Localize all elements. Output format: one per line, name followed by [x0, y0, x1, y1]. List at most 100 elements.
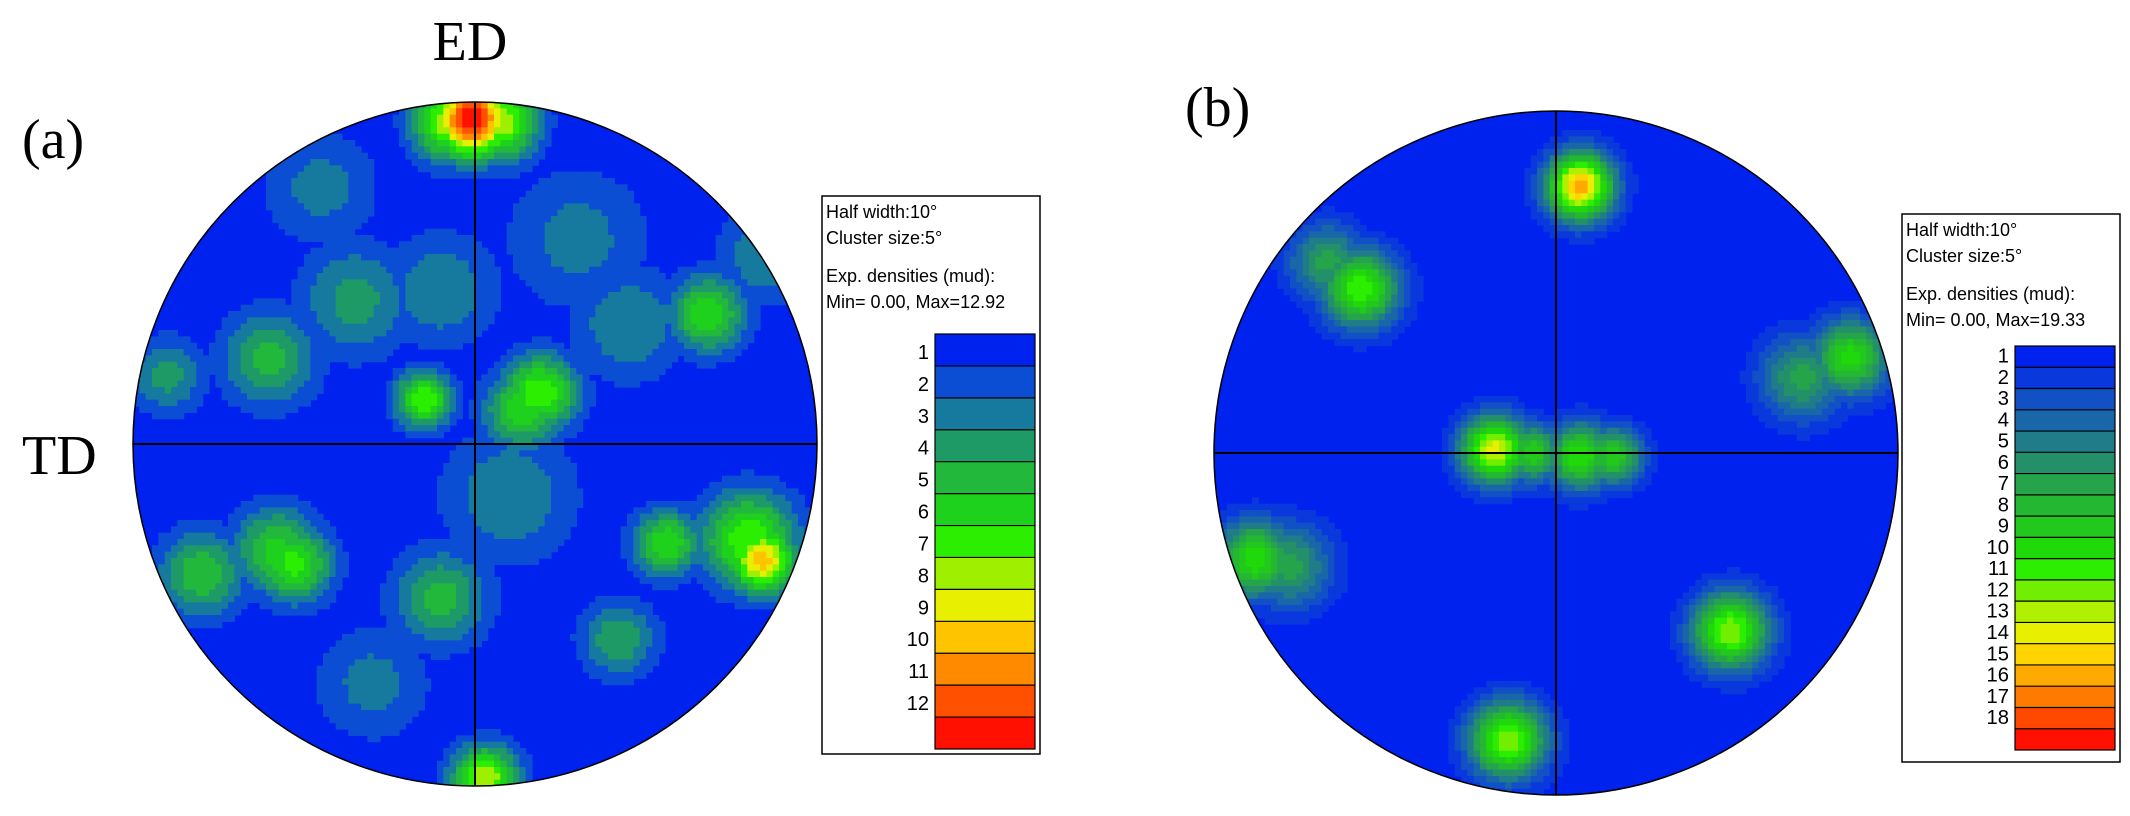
- density-cell-a: [342, 691, 349, 698]
- density-cell-a: [418, 615, 425, 622]
- density-cell-a: [544, 222, 552, 230]
- density-cell-a: [468, 767, 476, 774]
- density-cell-a: [424, 279, 432, 287]
- density-cell-a: [538, 406, 546, 413]
- density-cell-a: [310, 279, 318, 287]
- density-cell-a: [601, 621, 609, 629]
- density-cell-a: [494, 532, 501, 540]
- density-cell-a: [266, 342, 273, 350]
- density-cell-a: [791, 532, 799, 540]
- density-cell-a: [443, 475, 451, 483]
- density-cell-a: [367, 735, 375, 743]
- density-cell-a: [310, 589, 318, 597]
- density-cell-a: [734, 298, 742, 306]
- density-cell-a: [240, 323, 248, 331]
- density-cell-a: [487, 425, 495, 432]
- density-cell-a: [551, 380, 558, 388]
- density-cell-a: [646, 659, 653, 667]
- density-cell-a: [228, 342, 235, 350]
- density-cell-a: [519, 159, 527, 166]
- density-cell-a: [684, 304, 691, 312]
- density-cell-a: [329, 355, 337, 363]
- density-cell-a: [519, 393, 527, 401]
- density-cell-a: [734, 304, 742, 312]
- density-cell-a: [582, 222, 590, 230]
- density-cell-a: [728, 266, 736, 274]
- density-cell-a: [658, 336, 666, 344]
- density-cell-a: [760, 298, 767, 306]
- density-cell-a: [392, 577, 400, 584]
- density-cell-a: [392, 304, 400, 312]
- density-cell-a: [652, 361, 660, 369]
- density-cell-a: [538, 368, 546, 375]
- density-cell-a: [487, 273, 495, 280]
- density-cell-a: [342, 665, 349, 673]
- density-cell-a: [709, 526, 717, 534]
- density-cell-a: [196, 602, 204, 610]
- density-cell-a: [386, 659, 394, 667]
- density-cell-a: [152, 551, 159, 559]
- density-cell-a: [323, 222, 330, 230]
- density-cell-a: [291, 190, 299, 198]
- density-cell-a: [418, 418, 425, 426]
- density-cell-a: [190, 551, 197, 559]
- density-cell-a: [430, 380, 438, 388]
- density-cell-a: [152, 349, 159, 356]
- density-cell-a: [367, 203, 375, 211]
- density-cell-a: [316, 152, 324, 160]
- density-cell-a: [449, 380, 457, 388]
- density-cell-a: [354, 317, 362, 325]
- density-cell-a: [430, 374, 438, 382]
- color-scale-tick-label-a: 12: [907, 693, 929, 715]
- density-cell-a: [361, 171, 368, 179]
- density-cell-a: [418, 539, 425, 546]
- density-cell-a: [715, 292, 723, 299]
- density-cell-a: [304, 323, 311, 331]
- density-cell-a: [342, 640, 349, 648]
- density-cell-a: [259, 380, 267, 388]
- density-cell-a: [677, 311, 685, 318]
- density-cell-a: [671, 292, 679, 299]
- density-cell-a: [608, 178, 615, 185]
- density-cell-a: [652, 266, 660, 274]
- density-cell-a: [266, 317, 273, 325]
- density-cell-a: [601, 279, 609, 287]
- color-scale-band-a: [935, 621, 1035, 654]
- density-cell-a: [475, 475, 482, 483]
- density-cell-a: [646, 608, 653, 616]
- density-cell-a: [709, 507, 717, 515]
- density-cell-a: [519, 222, 527, 230]
- density-cell-a: [487, 152, 495, 160]
- density-cell-a: [563, 387, 571, 394]
- density-cell-a: [677, 558, 685, 565]
- density-cell-a: [646, 336, 653, 344]
- density-cell-a: [424, 317, 432, 325]
- density-cell-b: [1233, 586, 1240, 593]
- density-cell-a: [532, 374, 539, 382]
- density-cell-a: [582, 659, 590, 667]
- density-cell-a: [399, 640, 406, 648]
- density-cell-a: [449, 228, 457, 236]
- density-cell-a: [525, 387, 533, 394]
- density-cell-a: [494, 121, 501, 128]
- density-cell-a: [671, 520, 679, 527]
- density-cell-a: [354, 273, 362, 280]
- density-cell-a: [259, 558, 267, 565]
- density-cell-b: [1233, 510, 1240, 517]
- density-cell-a: [411, 545, 419, 553]
- density-cell-a: [494, 602, 501, 610]
- density-cell-a: [475, 437, 482, 445]
- density-cell-a: [373, 627, 381, 635]
- density-cell-a: [462, 526, 470, 534]
- density-cell-a: [475, 304, 482, 312]
- density-cell-a: [513, 513, 520, 521]
- density-cell-a: [424, 342, 432, 350]
- density-cell-a: [639, 374, 647, 382]
- density-cell-a: [677, 545, 685, 553]
- density-cell-a: [196, 551, 204, 559]
- density-cell-a: [576, 621, 584, 629]
- density-cell-a: [601, 653, 609, 660]
- density-cell-a: [386, 684, 394, 692]
- density-cell-a: [354, 178, 362, 185]
- density-cell-a: [348, 710, 356, 717]
